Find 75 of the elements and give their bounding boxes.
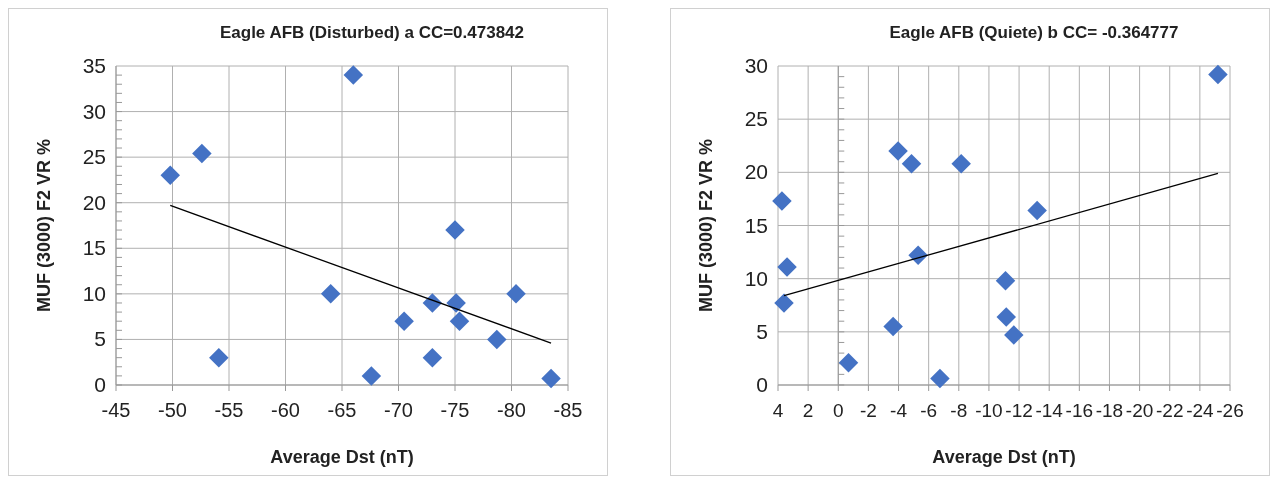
x-tick-label: -80 bbox=[497, 399, 526, 421]
y-tick-label: 25 bbox=[82, 145, 106, 169]
x-tick-label: -4 bbox=[890, 400, 908, 421]
point bbox=[506, 284, 526, 304]
y-axis-title: MUF (3000) F2 VR % bbox=[696, 138, 716, 313]
point bbox=[883, 316, 903, 337]
point bbox=[343, 65, 364, 85]
y-tick-label: 10 bbox=[82, 281, 106, 305]
point bbox=[908, 245, 928, 266]
y-tick-label: 30 bbox=[744, 54, 768, 77]
y-tick-label: 25 bbox=[744, 107, 768, 131]
x-tick-label: -10 bbox=[975, 400, 1003, 421]
y-tick-label: 20 bbox=[744, 160, 768, 184]
point bbox=[422, 347, 443, 368]
point bbox=[394, 311, 414, 331]
point bbox=[1027, 200, 1047, 221]
y-tick-label: 10 bbox=[744, 266, 768, 290]
y-tick-label: 5 bbox=[756, 319, 768, 343]
point bbox=[995, 271, 1016, 291]
x-tick-label: -75 bbox=[440, 399, 470, 421]
point bbox=[901, 154, 922, 174]
x-tick-label: -60 bbox=[271, 399, 300, 421]
x-tick-label: -45 bbox=[101, 399, 131, 421]
point bbox=[422, 293, 443, 313]
x-tick-label: -22 bbox=[1156, 400, 1184, 421]
point bbox=[361, 366, 382, 386]
x-tick-label: -6 bbox=[920, 400, 938, 421]
point bbox=[1004, 325, 1024, 345]
x-tick-label: -8 bbox=[950, 400, 968, 421]
x-tick-label: 4 bbox=[772, 400, 784, 421]
point bbox=[541, 368, 561, 389]
point bbox=[487, 329, 507, 350]
x-tick-label: -14 bbox=[1035, 400, 1064, 421]
point bbox=[930, 368, 950, 389]
chart-title: Eagle AFB (Quiete) b CC= -0.364777 bbox=[889, 23, 1179, 42]
x-tick-label: -16 bbox=[1065, 400, 1094, 421]
y-tick-label: 30 bbox=[82, 99, 106, 123]
x-axis-title: Average Dst (nT) bbox=[932, 447, 1076, 467]
point bbox=[192, 143, 212, 164]
point bbox=[772, 191, 792, 211]
x-tick-label: -20 bbox=[1125, 400, 1154, 421]
x-tick-label: -24 bbox=[1186, 400, 1215, 421]
x-axis-title: Average Dst (nT) bbox=[270, 447, 414, 467]
x-tick-label: -50 bbox=[158, 399, 187, 421]
x-tick-label: -65 bbox=[327, 399, 357, 421]
y-tick-label: 0 bbox=[94, 373, 106, 396]
x-tick-label: -55 bbox=[214, 399, 244, 421]
x-tick-label: 2 bbox=[802, 400, 814, 421]
y-tick-label: 20 bbox=[82, 190, 106, 214]
point bbox=[774, 293, 794, 313]
point bbox=[1208, 64, 1228, 85]
y-tick-label: 15 bbox=[82, 236, 106, 260]
x-tick-label: -12 bbox=[1005, 400, 1033, 421]
point bbox=[888, 141, 908, 161]
y-tick-label: 15 bbox=[744, 213, 768, 237]
chart-title: Eagle AFB (Disturbed) a CC=0.473842 bbox=[219, 23, 525, 42]
y-tick-label: 5 bbox=[94, 327, 106, 351]
y-axis-title: MUF (3000) F2 VR % bbox=[34, 138, 54, 313]
x-tick-label: -70 bbox=[384, 399, 413, 421]
point bbox=[838, 352, 859, 373]
x-tick-label: -2 bbox=[859, 400, 877, 421]
point bbox=[209, 347, 229, 368]
point bbox=[996, 307, 1017, 327]
y-tick-label: 0 bbox=[756, 373, 768, 396]
x-tick-label: -26 bbox=[1216, 400, 1244, 421]
point bbox=[445, 220, 465, 240]
x-tick-label: -18 bbox=[1095, 400, 1124, 421]
x-tick-label: 0 bbox=[832, 400, 844, 421]
y-tick-label: 35 bbox=[82, 54, 106, 77]
x-tick-label: -85 bbox=[553, 399, 583, 421]
point bbox=[160, 165, 180, 186]
point bbox=[449, 311, 470, 331]
point bbox=[777, 257, 797, 277]
point bbox=[951, 154, 971, 174]
point bbox=[320, 284, 341, 304]
